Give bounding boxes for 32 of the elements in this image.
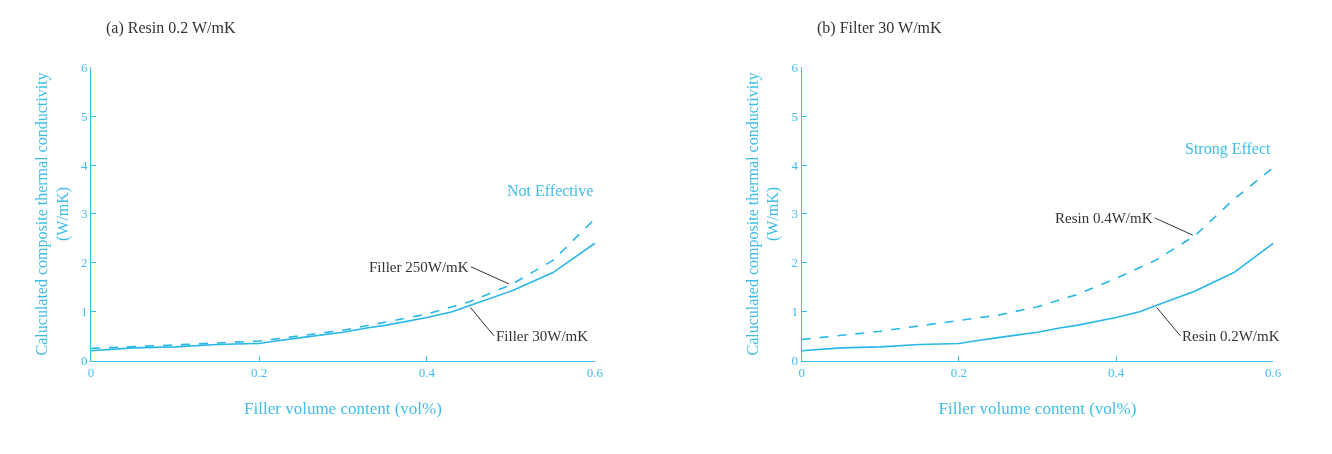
y-axis-title: Caluculated composite thermal conductivity (W/mK)	[33, 72, 72, 356]
x-tick-label: 0.2	[250, 365, 268, 381]
y-tick-label: 6	[791, 59, 799, 75]
y-tick-label: 0	[791, 353, 799, 369]
x-tick-label: 0.4	[1107, 365, 1125, 381]
y-tick-label: 1	[791, 304, 799, 320]
chart-title: (b) Filter 30 W/mK	[817, 19, 943, 37]
x-tick-label: 0.6	[586, 365, 604, 381]
x-tick-label: 0.2	[950, 365, 967, 381]
y-tick-label: 0	[80, 353, 88, 369]
y-tick-label: 5	[791, 108, 799, 124]
annotation: Strong Effect	[1185, 140, 1272, 158]
text: Resin 0.4W/mK	[1055, 210, 1153, 226]
series-label: Filler 30W/mK	[496, 328, 589, 344]
y-tick-label: 4	[791, 157, 799, 173]
y-tick-label: 5	[80, 108, 88, 124]
x-tick-label: 0.4	[418, 365, 436, 381]
y-tick-label: 2	[80, 255, 88, 271]
y-axis-title: Caluculated composite thermal conductivity (W/mK)	[743, 72, 783, 356]
y-tick-label: 4	[80, 157, 88, 173]
y-tick-label: 1	[80, 304, 88, 320]
x-axis-title: Filler volume content (vol%)	[938, 398, 1137, 418]
y-tick-label: 3	[791, 206, 799, 222]
text: Resin 0.2W/mK	[1182, 328, 1280, 344]
series-label: Filler 250W/mK	[369, 259, 469, 275]
y-tick-label: 2	[791, 255, 799, 271]
x-axis-title: Filler volume content (vol%)	[244, 398, 442, 418]
chart-title: (a) Resin 0.2 W/mK	[106, 19, 236, 37]
annotation: Not Effective	[507, 182, 594, 199]
y-tick-label: 3	[80, 206, 88, 222]
y-tick-label: 6	[80, 59, 88, 75]
x-tick-label: 0.6	[1265, 365, 1282, 381]
